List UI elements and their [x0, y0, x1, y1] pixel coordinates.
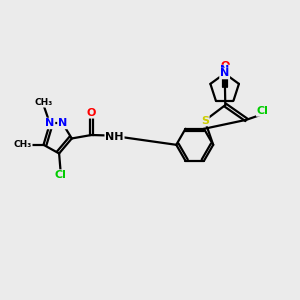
- Text: Cl: Cl: [257, 106, 268, 116]
- Text: CH₃: CH₃: [35, 98, 53, 107]
- Text: N: N: [58, 118, 67, 128]
- Text: NH: NH: [105, 132, 124, 142]
- Text: O: O: [220, 61, 230, 71]
- Text: N: N: [45, 118, 55, 128]
- Text: S: S: [201, 116, 209, 126]
- Text: N: N: [220, 68, 229, 79]
- Text: Cl: Cl: [55, 170, 67, 180]
- Text: O: O: [87, 108, 96, 118]
- Text: N: N: [220, 65, 229, 76]
- Text: CH₃: CH₃: [14, 140, 32, 149]
